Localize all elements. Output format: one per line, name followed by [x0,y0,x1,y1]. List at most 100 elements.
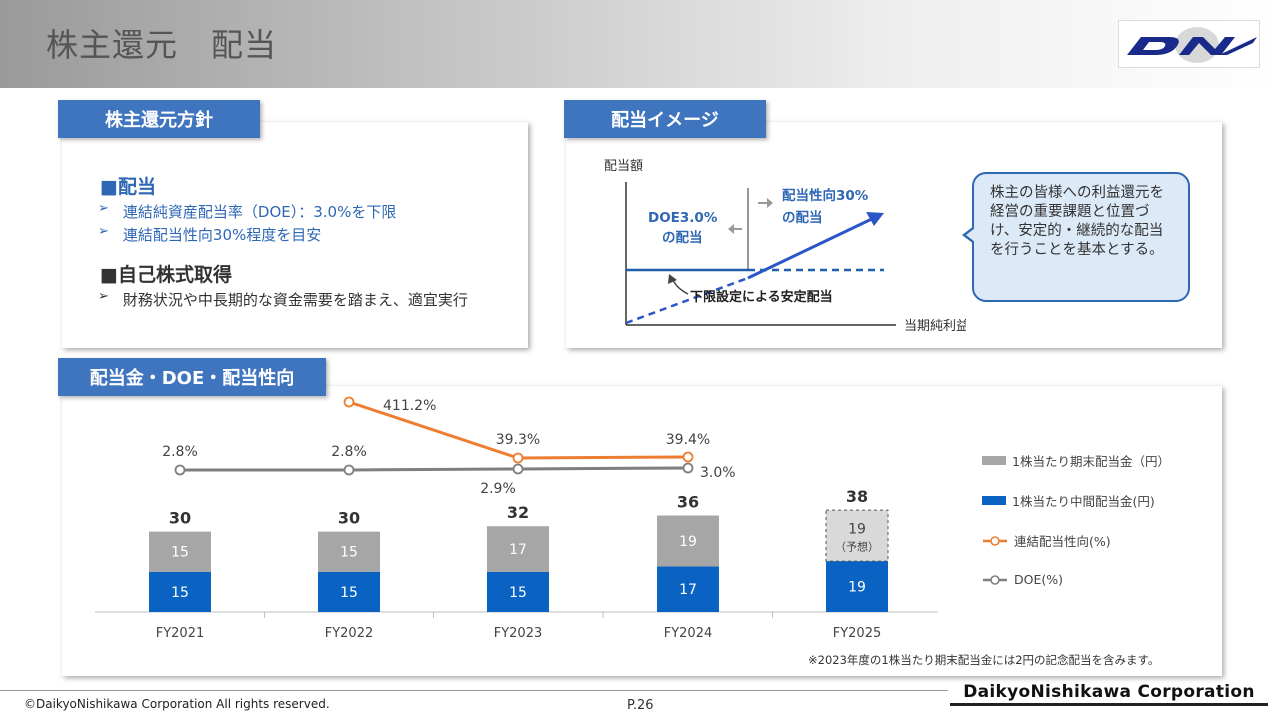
bar-final-forecast [825,509,889,562]
bar-total-label: 30 [338,509,360,528]
buyback-item: ➢ 財務状況や中長期的な資金需要を踏まえ、適宜実行 [98,289,468,310]
bar-interim [318,571,380,612]
dividend-item-text: 連結配当性向30%程度を目安 [122,226,322,244]
bar-final [657,515,719,567]
policy-speech-bubble: 株主の皆様への利益還元を経営の重要課題と位置づけ、安定的・継続的な配当を行うこと… [972,172,1190,302]
legend-label: 1株当たり期末配当金（円） [1012,454,1170,469]
doe-label-2: の配当 [662,229,703,246]
company-logo [1118,20,1260,68]
legend-label: DOE(%) [1014,572,1063,587]
doe-point [174,464,186,476]
bar-total-label: 38 [846,487,868,506]
bar-final-label: 15 [171,545,189,561]
footnote: ※2023年度の1株当たり期末配当金には2円の記念配当を含みます。 [808,653,1160,667]
bar-interim [657,566,719,612]
dividend-item-text: 連結純資産配当率（DOE）：3.0%を下限 [122,203,397,221]
arrow-bullet-icon: ➢ [98,224,109,239]
forecast-label: （予想） [835,540,879,554]
dividend-heading: ■配当 [100,176,156,198]
footer-divider [0,690,948,691]
page-number: P.26 [627,698,654,713]
legend-item: 1株当たり期末配当金（円） [982,451,1170,470]
bar-interim-label: 17 [679,582,697,598]
payout-label-2: の配当 [782,209,823,226]
buyback-item-text: 財務状況や中長期的な資金需要を踏まえ、適宜実行 [122,291,468,309]
logo-d-icon [1127,37,1179,55]
bar-final [318,531,380,572]
x-tick-label: FY2025 [833,626,882,641]
copyright: ©DaikyoNishikawa Corporation All rights … [24,697,330,711]
doe-label: 2.9% [480,481,516,497]
curved-arrow-head-icon [668,274,677,284]
bar-final [149,531,211,572]
legend-label: 1株当たり中間配当金(円) [1012,494,1155,509]
legend-item: 1株当たり中間配当金(円) [982,491,1155,510]
doe-label: 2.8% [331,444,367,460]
payout-label-1: 配当性向30% [782,187,869,204]
bar-final-label: 19 [848,522,866,538]
policy-panel [62,122,528,348]
logo-stroke-icon [1219,37,1257,55]
payout-dashed-line [625,276,749,325]
bar-final-label: 17 [509,542,527,558]
bar-total-label: 36 [677,493,699,512]
legend-line-swatch [983,535,1007,546]
bar-final-label: 19 [679,534,697,550]
payout-ratio-label: 39.4% [666,432,710,448]
doe-line [180,466,689,472]
bar-interim-label: 15 [509,585,527,601]
bar-final [487,526,549,572]
header-band [0,0,1280,88]
x-tick-label: FY2024 [664,626,713,641]
legend-swatch [982,456,1006,465]
legend-item: DOE(%) [982,572,1063,587]
bar-total-label: 30 [169,509,191,528]
policy-tab: 株主還元方針 [58,100,260,138]
bar-interim [826,561,888,612]
payout-solid-line [747,214,879,280]
left-arrow-head-icon [728,224,734,234]
page-title: 株主還元 配当 [46,26,278,64]
dividend-image-diagram: 配当額 当期純利益 DOE3.0% の配当 配当性向30% の配当 下限設定によ… [604,159,966,334]
payout-ratio-label: 411.2% [383,398,436,414]
bar-interim [149,571,211,612]
payout-ratio-point [343,396,355,408]
doe-point [682,462,694,474]
bar-interim-label: 19 [848,580,866,596]
chart-panel [62,386,1222,676]
dividend-image-tab: 配当イメージ [564,100,766,138]
doe-label: 2.8% [162,444,198,460]
x-tick-label: FY2021 [156,626,205,641]
floor-label: 下限設定による安定配当 [690,289,833,305]
payout-ratio-point [682,451,694,463]
bar-interim-label: 15 [340,585,358,601]
company-name: DaikyoNishikawa Corporation [950,682,1268,706]
dividend-item-doe: ➢ 連結純資産配当率（DOE）：3.0%を下限 [98,201,396,222]
legend-swatch [982,496,1006,505]
arrow-bullet-icon: ➢ [98,201,109,216]
x-tick-label: FY2022 [325,626,374,641]
bar-total-label: 32 [507,503,529,522]
chart-tab: 配当金・DOE・配当性向 [58,358,326,396]
doe-point [343,464,355,476]
logo-n-icon [1179,37,1235,55]
bar-interim [487,571,549,612]
doe-label-1: DOE3.0% [648,210,718,226]
legend-label: 連結配当性向(%) [1014,534,1111,549]
doe-label: 3.0% [700,465,736,481]
x-axis-label: 当期純利益 [904,319,966,334]
dividend-item-payout: ➢ 連結配当性向30%程度を目安 [98,224,321,245]
bar-interim-label: 15 [171,585,189,601]
payout-ratio-label: 39.3% [496,432,540,448]
bar-final-label: 15 [340,545,358,561]
legend-line-swatch [983,574,1007,585]
arrow-bullet-icon: ➢ [98,289,109,304]
payout-arrow-head-icon [866,212,884,226]
x-tick-label: FY2023 [494,626,543,641]
doe-point [512,463,524,475]
bubble-tail-fill [966,228,975,242]
right-arrow-head-icon [767,198,773,208]
legend-item: 連結配当性向(%) [982,531,1111,550]
y-axis-label: 配当額 [604,159,643,174]
